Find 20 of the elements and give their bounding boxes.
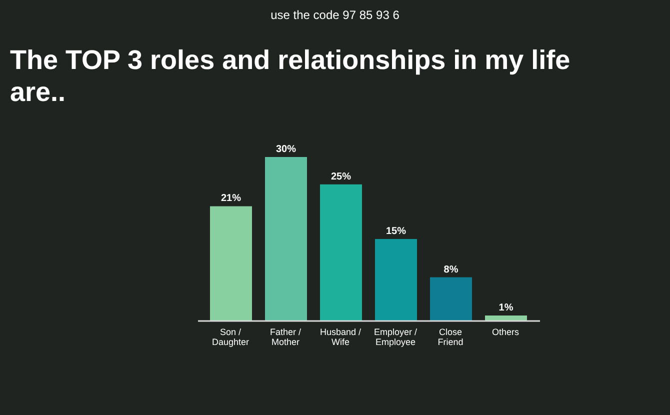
chart-title: The TOP 3 roles and relationships in my life are.. [10, 44, 572, 108]
bar [485, 316, 527, 321]
x-tick-label: Employer / Employee [374, 327, 418, 347]
bar [375, 239, 417, 321]
bar [265, 157, 307, 321]
data-label: 15% [386, 226, 406, 237]
x-tick-label: Husband / Wife [320, 327, 362, 347]
data-label: 1% [498, 302, 514, 314]
data-label: 21% [220, 193, 242, 204]
data-label: 30% [276, 144, 296, 155]
x-tick-label: Father / Mother [270, 327, 302, 347]
text: use the code 97 85 93 6 [270, 8, 400, 22]
data-label: 8% [444, 264, 458, 276]
x-tick-label: Close Friend [438, 327, 464, 347]
bar [430, 277, 472, 321]
data-label: 25% [330, 171, 352, 182]
bar [320, 184, 362, 321]
x-tick-label: Others [492, 327, 520, 337]
x-tick-label: Son / Daughter [212, 327, 250, 347]
bar [210, 206, 252, 321]
